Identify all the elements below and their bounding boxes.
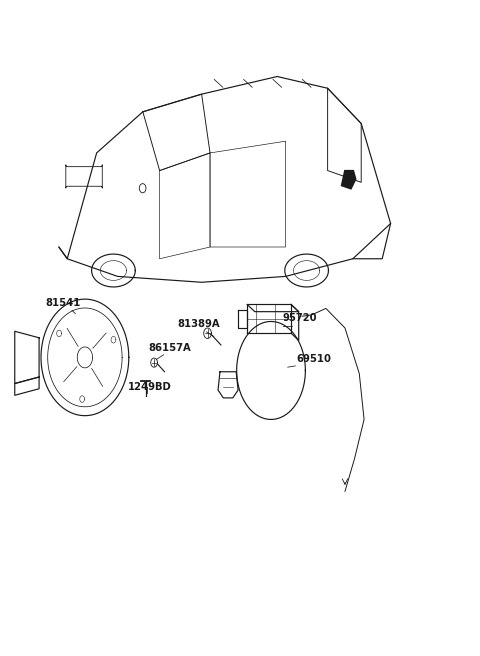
Text: 86157A: 86157A	[148, 343, 191, 353]
Polygon shape	[341, 171, 356, 189]
Text: 69510: 69510	[296, 354, 331, 364]
Text: 1249BD: 1249BD	[128, 382, 172, 392]
Text: 81541: 81541	[45, 298, 81, 308]
Text: 95720: 95720	[283, 313, 317, 323]
Text: 81389A: 81389A	[177, 319, 220, 329]
